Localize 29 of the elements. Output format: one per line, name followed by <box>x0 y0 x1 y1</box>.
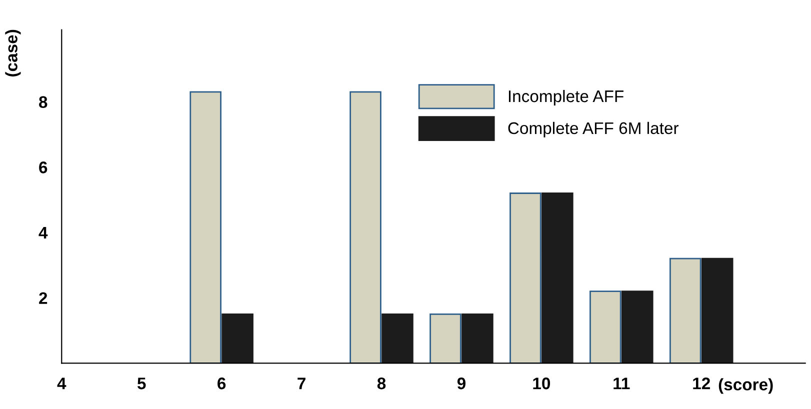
y-tick-label: 2 <box>39 292 48 304</box>
legend-label: Incomplete AFF <box>508 90 624 106</box>
y-tick-label: 6 <box>39 162 48 174</box>
bar <box>590 290 622 364</box>
bar <box>669 258 702 364</box>
bar <box>462 313 494 364</box>
legend-label: Complete AFF 6M later <box>508 122 679 138</box>
bar <box>510 192 542 364</box>
bar <box>622 290 654 364</box>
x-tick-label: 5 <box>137 378 146 390</box>
bar <box>430 313 462 364</box>
y-tick-label: 4 <box>38 227 48 239</box>
y-axis-title: (case) <box>5 30 21 76</box>
bar <box>382 313 414 364</box>
y-tick-label: 8 <box>39 96 48 108</box>
x-tick-label: 11 <box>614 378 630 390</box>
x-tick-label: 8 <box>377 378 386 390</box>
x-axis-title: (score) <box>718 378 773 394</box>
x-tick-label: 9 <box>457 378 466 390</box>
bar <box>542 192 574 364</box>
bar <box>222 313 254 364</box>
x-tick-label: 7 <box>298 378 306 390</box>
x-tick-label: 10 <box>533 378 550 390</box>
x-tick-label: 12 <box>693 378 710 390</box>
x-tick-label: 6 <box>218 378 226 390</box>
bar <box>190 91 222 364</box>
x-tick-label: 4 <box>57 378 66 390</box>
bar <box>701 258 734 364</box>
bar <box>350 91 382 364</box>
